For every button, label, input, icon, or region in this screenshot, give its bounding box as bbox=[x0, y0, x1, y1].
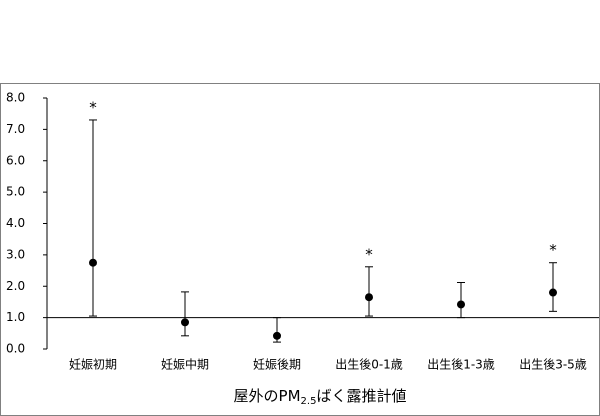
point bbox=[365, 293, 373, 302]
y-tick-label: 7.0 bbox=[6, 122, 25, 136]
y-tick-label: 5.0 bbox=[6, 185, 25, 199]
y-tick-label: 1.0 bbox=[6, 310, 25, 324]
significance-marker: * bbox=[89, 98, 97, 116]
y-tick-label: 0.0 bbox=[6, 342, 25, 356]
significance-marker: * bbox=[365, 245, 373, 263]
point bbox=[549, 288, 557, 297]
x-axis-title: 屋外のPM2.5ばく露推計値 bbox=[234, 387, 407, 408]
y-tick-label: 8.0 bbox=[6, 91, 25, 105]
point bbox=[457, 300, 465, 309]
x-axis-title-rest: ばく露推計値 bbox=[316, 387, 406, 405]
point bbox=[273, 331, 281, 340]
y-tick-label: 4.0 bbox=[6, 216, 25, 230]
point bbox=[89, 258, 97, 267]
y-tick-label: 6.0 bbox=[6, 153, 25, 167]
significance-marker: * bbox=[549, 241, 557, 259]
x-tick-label: 妊娠初期 bbox=[69, 358, 117, 372]
x-tick-label: 出生後1-3歳 bbox=[427, 358, 495, 372]
y-tick-label: 2.0 bbox=[6, 279, 25, 293]
point bbox=[181, 318, 189, 327]
x-tick-label: 出生後3-5歳 bbox=[519, 358, 587, 372]
x-tick-label: 妊娠後期 bbox=[253, 358, 301, 372]
x-tick-label: 妊娠中期 bbox=[161, 357, 209, 372]
x-axis-title-sub: 2.5 bbox=[301, 396, 317, 407]
y-tick-label: 3.0 bbox=[6, 247, 25, 261]
x-axis-title-main: 屋外のPM bbox=[234, 387, 301, 405]
x-tick-label: 出生後0-1歳 bbox=[335, 358, 403, 372]
